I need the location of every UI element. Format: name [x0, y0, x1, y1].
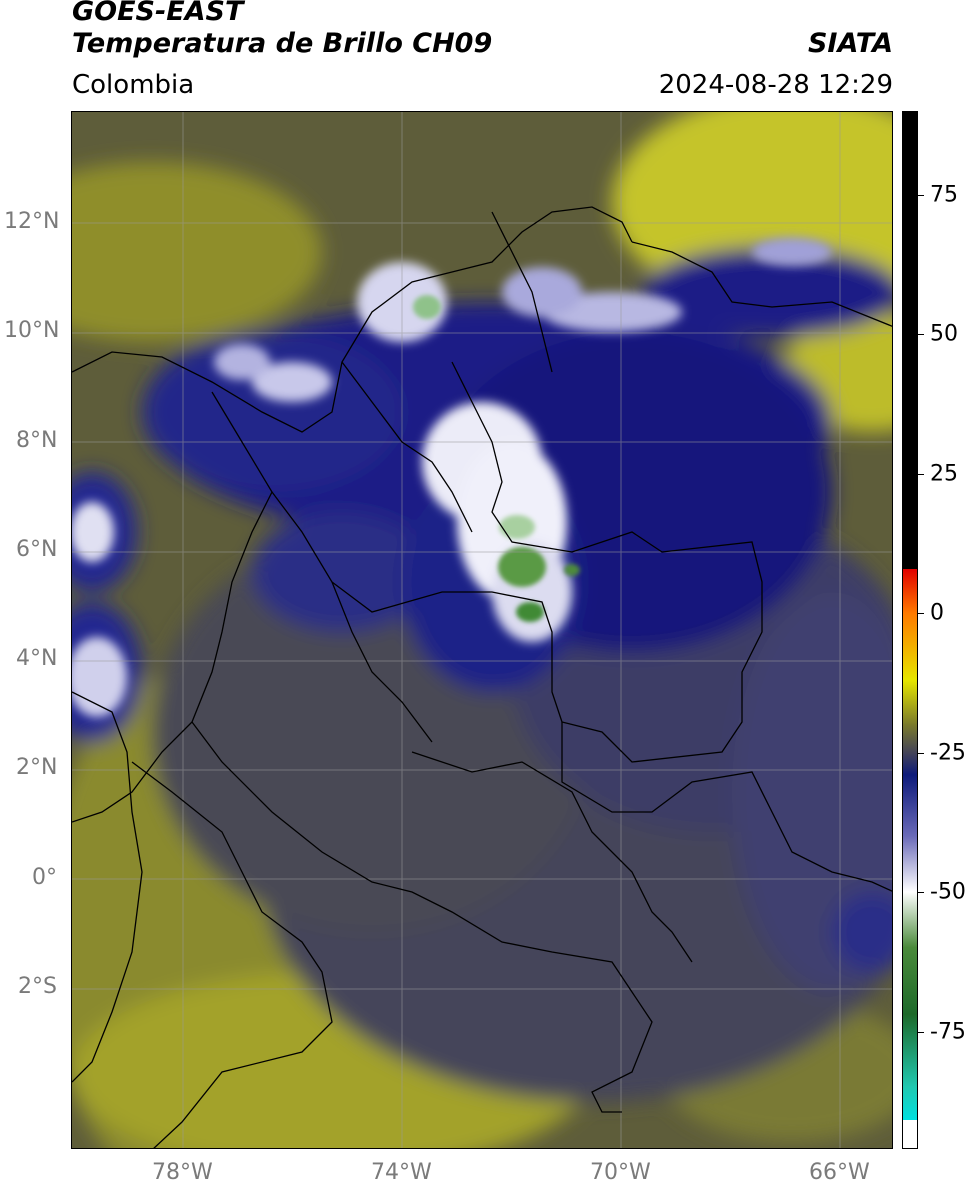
satellite-map — [71, 111, 893, 1149]
country-borders — [72, 206, 892, 1148]
colorbar-tick-label: 0 — [930, 600, 944, 626]
colorbar-tick-mark — [918, 473, 924, 475]
colorbar-tick-mark — [918, 1031, 924, 1033]
lat-label-6n: 6°N — [16, 537, 58, 562]
map-canvas — [72, 112, 892, 1148]
colorbar-tick-mark — [918, 334, 924, 336]
colorbar-tick-label: 50 — [930, 321, 958, 347]
colorbar-tick-label: 25 — [930, 461, 958, 487]
colorbar-tick-label: -75 — [930, 1019, 966, 1045]
lat-label-2s: 2°S — [18, 974, 57, 999]
lat-label-8n: 8°N — [16, 428, 58, 453]
product-title: GOES-EAST — [72, 0, 244, 27]
lat-label-0: 0° — [32, 865, 57, 890]
graticule — [72, 112, 892, 1148]
timestamp: 2024-08-28 12:29 — [658, 70, 893, 100]
colorbar-tick-label: -25 — [930, 740, 966, 766]
colorbar-tick-mark — [918, 752, 924, 754]
colorbar-tick-mark — [918, 194, 924, 196]
brand-label: SIATA — [807, 28, 893, 59]
temperature-field — [72, 112, 892, 1148]
lon-label-66w: 66°W — [809, 1160, 870, 1185]
lat-label-2n: 2°N — [16, 755, 58, 780]
colorbar-tick-mark — [918, 892, 924, 894]
colorbar-tick-label: -50 — [930, 879, 966, 905]
lat-label-4n: 4°N — [16, 646, 58, 671]
lon-label-78w: 78°W — [152, 1160, 213, 1185]
colorbar-tick-mark — [918, 613, 924, 615]
lon-label-74w: 74°W — [371, 1160, 432, 1185]
colorbar-tick-label: 75 — [930, 182, 958, 208]
lon-label-70w: 70°W — [590, 1160, 651, 1185]
lat-label-12n: 12°N — [4, 209, 60, 234]
product-subtitle: Temperatura de Brillo CH09 — [72, 28, 493, 59]
colorbar — [902, 111, 918, 1149]
lat-label-10n: 10°N — [4, 318, 60, 343]
very-cold-cores — [413, 295, 580, 622]
region-label: Colombia — [72, 70, 195, 100]
